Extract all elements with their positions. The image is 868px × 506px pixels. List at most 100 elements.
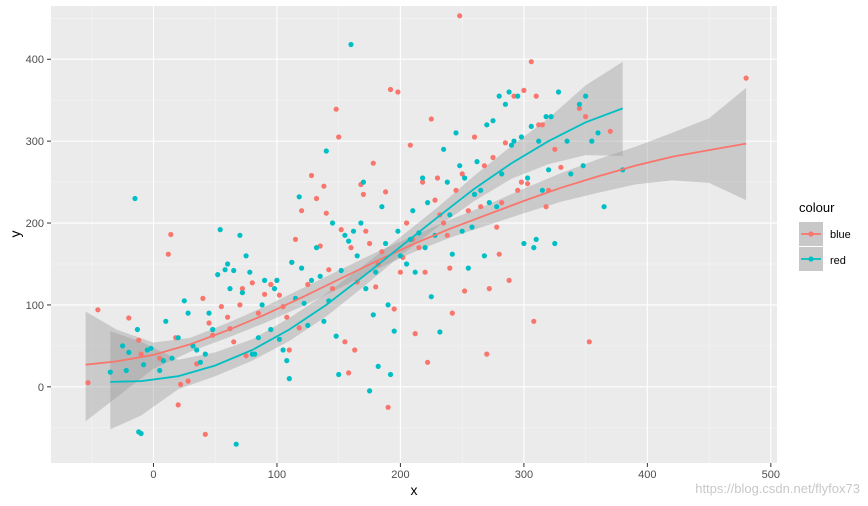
data-point-red <box>404 261 410 267</box>
data-point-blue <box>305 281 311 288</box>
data-point-red <box>231 267 237 274</box>
data-point-blue <box>321 183 327 189</box>
x-tick-label: 500 <box>762 469 780 481</box>
x-tick-label: 400 <box>638 469 656 481</box>
data-point-blue <box>432 197 438 203</box>
data-point-red <box>271 286 278 292</box>
data-point-blue <box>348 245 354 251</box>
data-point-blue <box>206 320 212 326</box>
data-point-blue <box>387 86 394 93</box>
data-point-red <box>496 93 502 99</box>
data-point-red <box>457 163 463 169</box>
x-tick-label: 200 <box>391 469 409 481</box>
smooth-line-blue <box>85 142 747 366</box>
data-point-red <box>494 204 500 210</box>
data-point-blue <box>583 114 589 120</box>
data-point-red <box>422 245 428 251</box>
data-point-red <box>348 41 354 48</box>
data-point-red <box>336 371 342 378</box>
data-point-red <box>358 220 364 226</box>
data-point-red <box>126 349 132 355</box>
data-point-red <box>506 89 512 95</box>
data-point-red <box>225 261 231 267</box>
data-point-red <box>453 130 459 136</box>
data-point-red <box>243 253 249 259</box>
data-point-red <box>543 114 549 120</box>
data-points <box>85 13 749 447</box>
data-point-blue <box>370 160 376 166</box>
data-point-blue <box>484 351 490 357</box>
data-point-red <box>280 347 286 353</box>
data-point-red <box>486 200 492 206</box>
data-point-blue <box>586 339 592 345</box>
data-point-blue <box>494 224 500 230</box>
data-point-red <box>301 300 307 306</box>
data-point-blue <box>333 106 339 112</box>
data-point-blue <box>521 87 527 93</box>
data-point-red <box>462 175 468 181</box>
data-point-blue <box>385 404 391 410</box>
data-point-red <box>601 204 607 210</box>
data-point-blue <box>363 228 369 234</box>
data-point-blue <box>428 116 434 122</box>
smooth-lines <box>85 107 747 383</box>
data-point-red <box>525 175 531 181</box>
data-point-red <box>255 335 261 341</box>
data-point-red <box>583 93 589 99</box>
data-point-blue <box>743 75 749 81</box>
legend-key-point <box>808 231 814 237</box>
x-tick-label: 300 <box>515 469 533 481</box>
data-point-red <box>363 286 369 292</box>
data-point-blue <box>525 181 531 187</box>
data-point-blue <box>200 295 206 301</box>
data-point-blue <box>165 251 171 257</box>
data-point-blue <box>462 288 468 294</box>
data-point-red <box>338 267 344 274</box>
data-point-red <box>425 200 431 206</box>
data-point-red <box>227 286 233 292</box>
data-point-red <box>469 224 475 230</box>
data-point-red <box>157 367 163 374</box>
data-point-red <box>379 204 385 210</box>
data-point-red <box>568 171 574 177</box>
data-point-red <box>373 269 379 275</box>
data-point-blue <box>352 347 358 353</box>
data-point-red <box>197 359 203 365</box>
legend-label-blue: blue <box>830 229 851 241</box>
data-point-blue <box>231 339 237 345</box>
data-point-red <box>502 101 508 107</box>
data-point-red <box>508 142 515 148</box>
data-point-blue <box>255 310 261 316</box>
data-point-blue <box>308 172 315 179</box>
data-point-blue <box>395 89 401 95</box>
data-point-red <box>132 195 138 202</box>
data-point-blue <box>471 134 478 140</box>
data-point-red <box>459 228 465 234</box>
data-point-red <box>202 351 208 357</box>
data-point-red <box>564 138 570 144</box>
data-point-red <box>160 358 166 364</box>
data-point-red <box>383 240 389 247</box>
data-point-red <box>274 277 280 283</box>
data-point-blue <box>292 236 299 242</box>
data-point-red <box>528 123 534 129</box>
data-point-red <box>370 312 376 318</box>
data-point-red <box>134 326 140 333</box>
y-tick-label: 0 <box>38 382 44 394</box>
data-point-red <box>342 232 348 238</box>
data-point-red <box>217 227 223 233</box>
data-point-blue <box>329 286 336 292</box>
data-point-red <box>412 269 418 275</box>
data-point-blue <box>576 105 583 111</box>
data-point-red <box>296 194 302 200</box>
data-point-red <box>333 333 339 339</box>
data-point-red <box>284 358 290 364</box>
data-point-blue <box>185 378 191 384</box>
data-point-red <box>444 179 450 185</box>
data-point-red <box>120 343 126 349</box>
data-point-red <box>239 290 245 296</box>
data-point-blue <box>407 142 413 148</box>
data-point-blue <box>237 302 243 308</box>
y-tick-label: 300 <box>26 136 44 148</box>
